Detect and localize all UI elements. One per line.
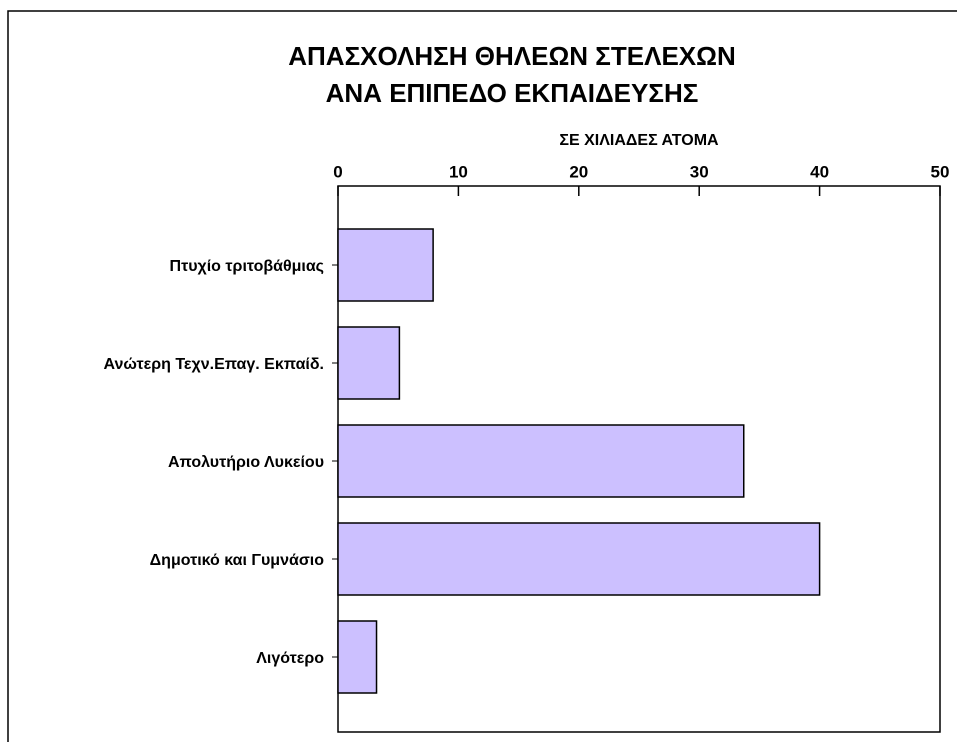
x-tick-label: 50 [931,162,950,181]
bar [337,228,434,302]
y-tick-label: Λιγότερο [256,650,324,667]
x-axis-label: ΣΕ ΧΙΛΙΑΔΕΣ ΑΤΟΜΑ [559,132,719,149]
y-tick-label: Πτυχίο τριτοβάθμιας [170,258,324,275]
bar [337,620,378,694]
x-tick-label: 20 [569,162,588,181]
chart-frame [7,10,957,742]
x-tick-label: 30 [690,162,709,181]
y-tick-label: Δημοτικό και Γυμνάσιο [150,552,325,569]
y-tick-label: Ανώτερη Τεχν.Επαγ. Εκπαίδ. [104,356,324,373]
x-tick-label: 40 [810,162,829,181]
bar [337,424,745,498]
chart-title: ΑΠΑΣΧΟΛΗΣΗ ΘΗΛΕΩΝ ΣΤΕΛΕΧΩΝ [288,41,736,71]
y-tick-label: Απολυτήριο Λυκείου [168,454,324,471]
x-tick-label: 0 [333,162,342,181]
chart-title: ΑΝΑ ΕΠΙΠΕΔΟ ΕΚΠΑΙΔΕΥΣΗΣ [326,78,699,108]
bar [337,522,821,596]
x-tick-label: 10 [449,162,468,181]
bar [337,326,401,400]
